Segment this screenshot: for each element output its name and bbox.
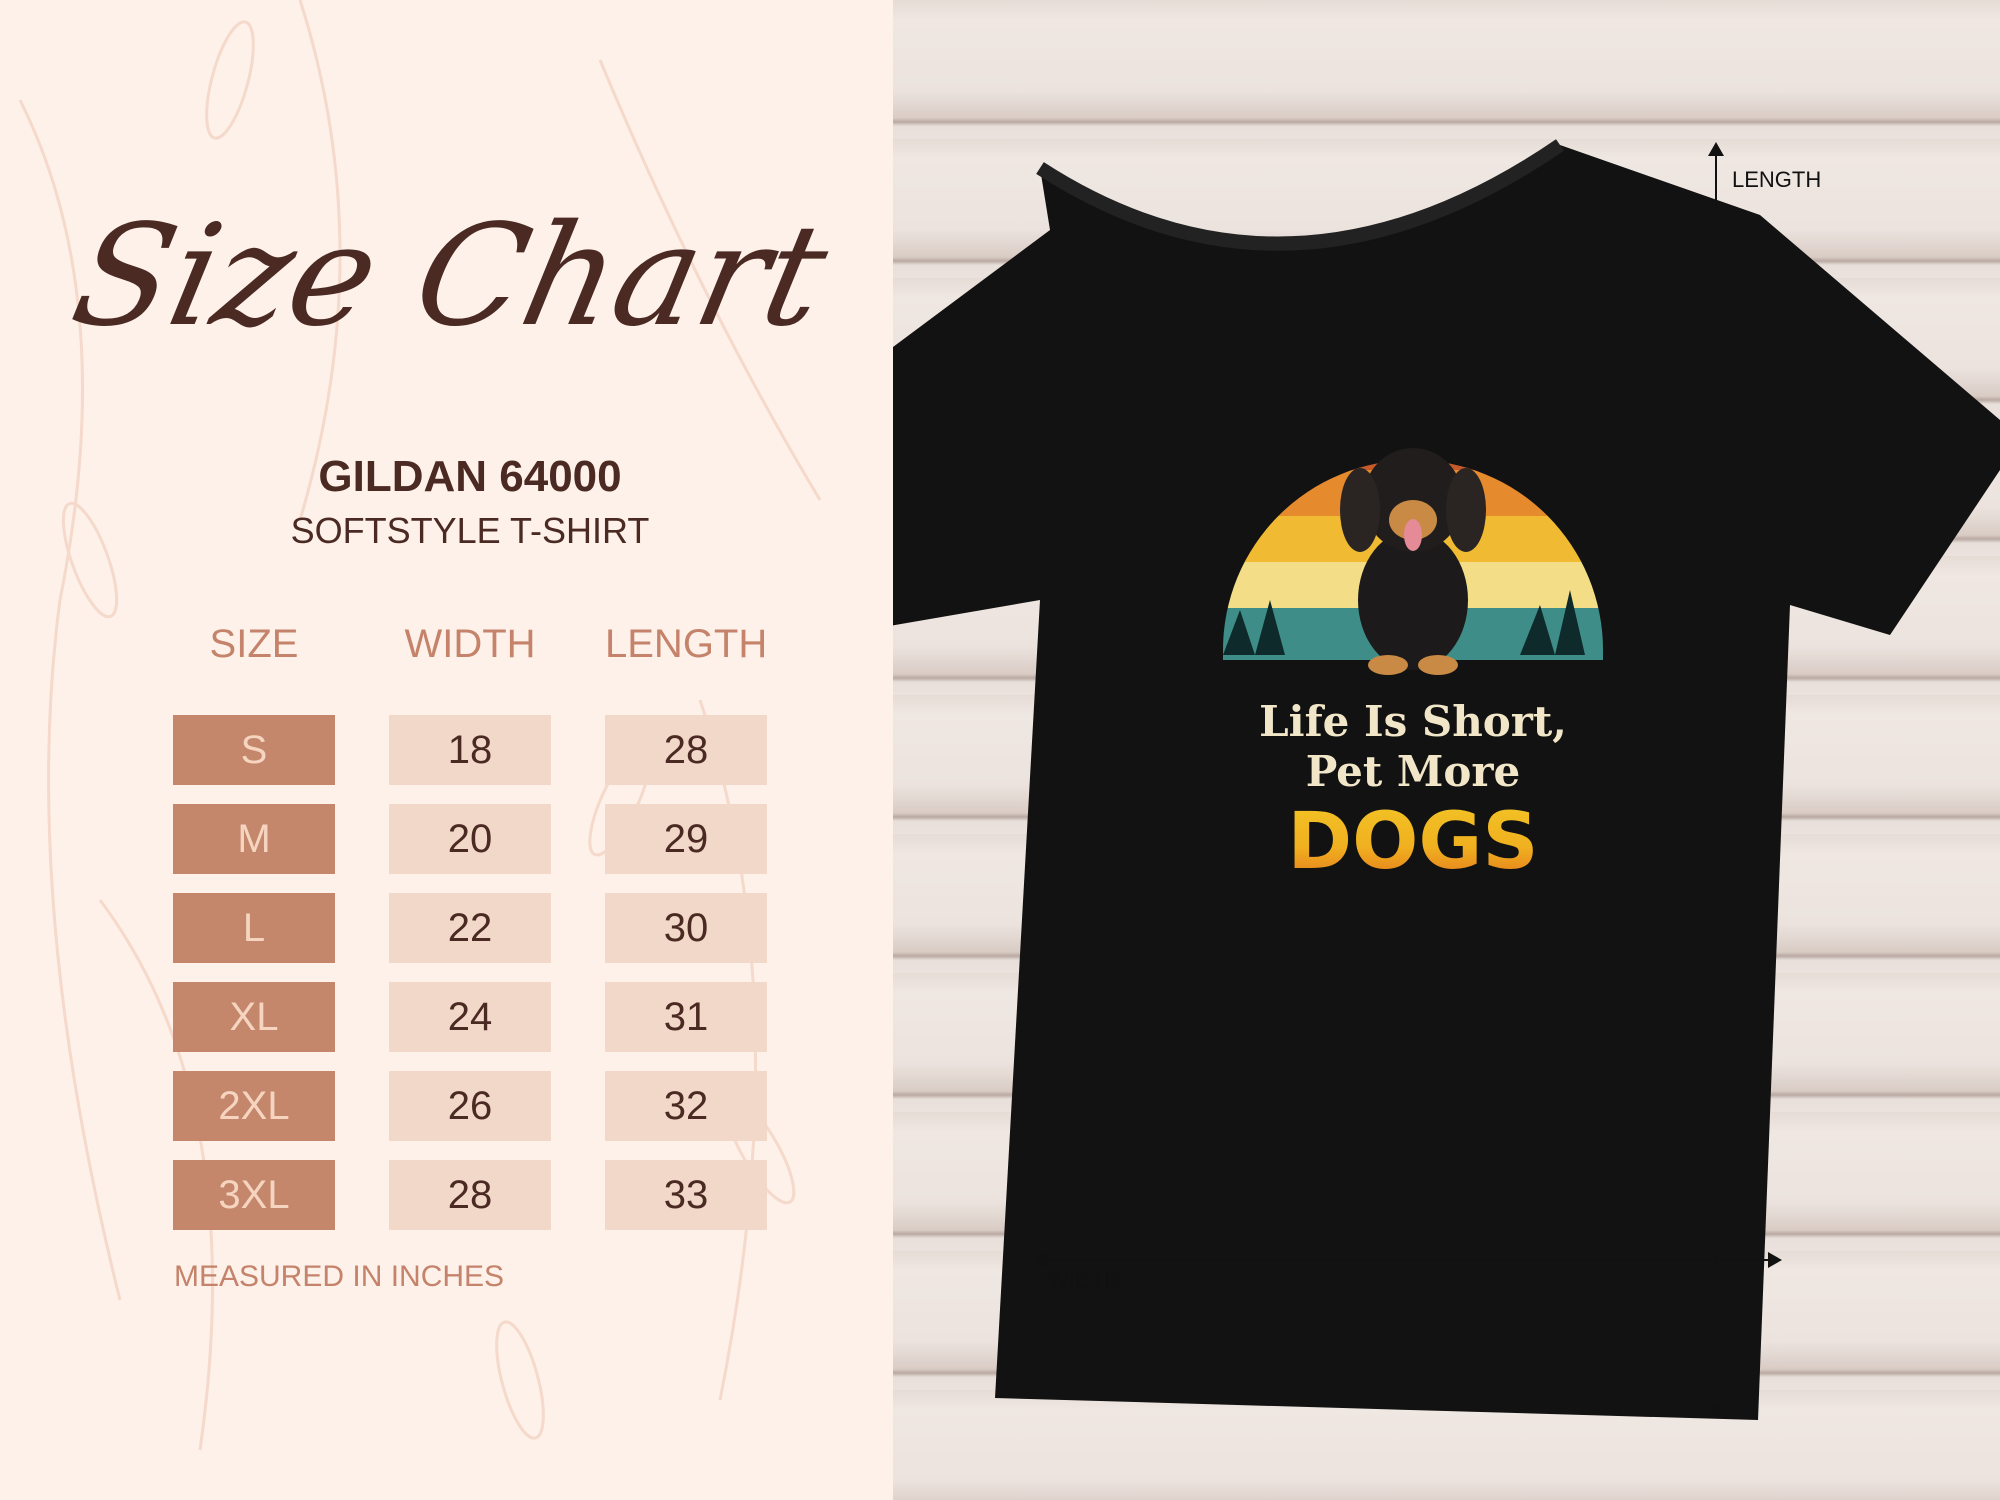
print-line-1: Life Is Short, (1259, 697, 1567, 746)
cell-width: 22 (389, 893, 551, 963)
cell-length: 33 (605, 1160, 767, 1230)
cell-width: 24 (389, 982, 551, 1052)
cell-width: 20 (389, 804, 551, 874)
tshirt-image (893, 139, 2000, 1420)
cell-length: 31 (605, 982, 767, 1052)
header-size: SIZE (209, 622, 299, 666)
size-chart-panel: Size Chart GILDAN 64000 SOFTSTYLE T-SHIR… (0, 0, 893, 1500)
measurement-note: MEASURED IN INCHES (174, 1260, 505, 1293)
print-line-2: Pet More (1305, 747, 1521, 796)
cell-width: 28 (389, 1160, 551, 1230)
dog-illustration (1340, 448, 1486, 675)
cell-length: 28 (605, 715, 767, 785)
brand-style: SOFTSTYLE T-SHIRT (290, 510, 650, 551)
length-label: LENGTH (1732, 167, 1822, 192)
cell-size: M (173, 804, 335, 874)
cell-length: 30 (605, 893, 767, 963)
header-length: LENGTH (605, 622, 768, 666)
header-width: WIDTH (404, 622, 536, 666)
cell-size: L (173, 893, 335, 963)
cell-size: 2XL (173, 1071, 335, 1141)
page-title: Size Chart (59, 195, 841, 358)
tshirt-shape (893, 145, 2000, 1420)
cell-length: 32 (605, 1071, 767, 1141)
brand-model: GILDAN 64000 (318, 452, 622, 501)
width-label: WIDTH (1048, 1268, 1121, 1293)
cell-size: 3XL (173, 1160, 335, 1230)
cell-width: 18 (389, 715, 551, 785)
shirt-photo-panel: Life Is Short, Pet More DOGS LENGTH WIDT… (893, 0, 2000, 1500)
cell-size: S (173, 715, 335, 785)
print-line-3: DOGS (1163, 799, 1663, 886)
cell-width: 26 (389, 1071, 551, 1141)
cell-length: 29 (605, 804, 767, 874)
cell-size: XL (173, 982, 335, 1052)
tree-silhouette (1223, 590, 1585, 655)
